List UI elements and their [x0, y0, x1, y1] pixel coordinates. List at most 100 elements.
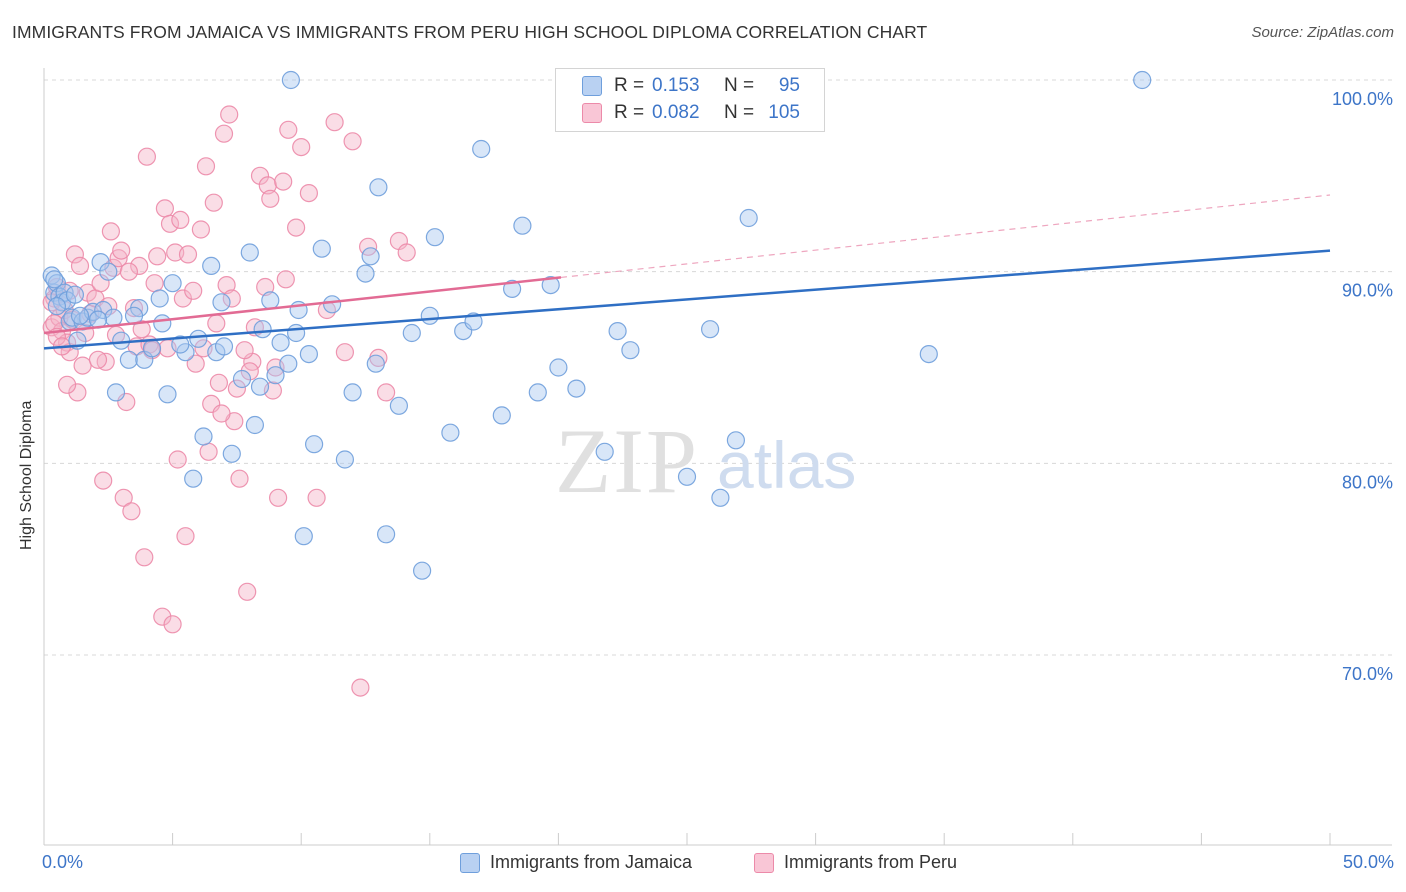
jamaica-point [361, 247, 380, 266]
peru-point [292, 138, 311, 157]
jamaica-point [528, 383, 547, 402]
jamaica-point [677, 467, 697, 486]
jamaica-point [232, 369, 252, 389]
legend-swatch-peru [754, 852, 774, 873]
gridlines [44, 79, 1392, 656]
watermark-atlas: atlas [717, 428, 856, 502]
jamaica-point [91, 253, 110, 272]
legend-item-jamaica[interactable]: Immigrants from Jamaica [460, 852, 692, 873]
peru-point [307, 488, 326, 507]
peru-point [70, 256, 90, 275]
correlation-row-jamaica: R = 0.153 N = 95 [556, 73, 800, 99]
jamaica-point [323, 295, 342, 314]
jamaica-point [377, 525, 396, 544]
peru-point [325, 113, 344, 132]
jamaica-point [94, 300, 113, 320]
peru-point [114, 488, 133, 507]
jamaica-point [441, 423, 460, 442]
jamaica-point [402, 323, 421, 343]
peru-point [343, 132, 362, 151]
peru-point [279, 120, 298, 139]
peru-point [397, 243, 416, 262]
peru-point [209, 373, 228, 392]
r-label: R = [614, 102, 645, 123]
jamaica-point [150, 289, 169, 308]
peru-point [230, 469, 249, 488]
watermark: ZIP atlas [555, 410, 856, 512]
jamaica-point [472, 139, 491, 159]
jamaica-point [549, 358, 568, 377]
jamaica-point [119, 350, 138, 369]
jamaica-point [621, 341, 640, 360]
peru-point [122, 502, 141, 521]
peru-point [94, 471, 113, 490]
n-value: 105 [768, 102, 800, 123]
peru-point [235, 341, 254, 360]
y-tick-label: 80.0% [1342, 472, 1393, 492]
jamaica-point [271, 333, 290, 352]
r-value: 0.082 [652, 102, 700, 123]
legend-item-peru[interactable]: Immigrants from Peru [754, 852, 957, 873]
series-peru-points [42, 105, 416, 697]
jamaica-point [45, 270, 64, 289]
watermark-zip: ZIP [555, 410, 699, 512]
jamaica-point [245, 415, 264, 435]
peru-point [214, 124, 234, 143]
jamaica-point [158, 385, 177, 404]
jamaica-point [171, 335, 190, 354]
peru-point [256, 277, 275, 297]
peru-point [135, 548, 154, 567]
jamaica-point [541, 276, 560, 295]
trend-lines [43, 194, 1331, 350]
peru-point [124, 299, 144, 318]
x-tick-max: 50.0% [1342, 852, 1394, 872]
n-label: N = [724, 75, 755, 96]
legend-label-jamaica: Immigrants from Jamaica [490, 852, 693, 872]
jamaica-point [513, 216, 532, 235]
peru-point [160, 214, 180, 233]
y-tick-label: 70.0% [1342, 664, 1393, 684]
jamaica-point [99, 262, 118, 281]
jamaica-point [163, 274, 182, 293]
peru-point [68, 383, 87, 402]
peru-point [377, 383, 396, 402]
peru-point [155, 199, 174, 218]
jamaica-point [312, 239, 331, 258]
jamaica-point [919, 345, 938, 364]
jamaica-point [142, 339, 162, 358]
peru-point [88, 350, 108, 369]
r-value: 0.153 [652, 75, 700, 96]
peru-point [238, 582, 257, 601]
y-tick-labels: 70.0% 80.0% 90.0% 100.0% [1332, 89, 1393, 684]
jamaica-point [240, 243, 259, 262]
peru-point [112, 241, 131, 260]
peru-point [351, 678, 370, 697]
peru-point [250, 166, 270, 185]
jamaica-point [222, 444, 241, 463]
jamaica-point [389, 396, 408, 415]
jamaica-point [343, 383, 362, 402]
peru-point [173, 289, 192, 308]
trend-line-peru-extension [560, 194, 1331, 279]
jamaica-point [70, 306, 90, 325]
peru-point [101, 222, 121, 241]
jamaica-point [250, 377, 270, 396]
jamaica-point [299, 345, 318, 364]
legend: Immigrants from Jamaica Immigrants from … [0, 852, 1406, 878]
y-axis-label: High School Diploma [18, 400, 35, 550]
peru-point [186, 354, 205, 373]
y-tick-label: 90.0% [1342, 281, 1393, 301]
peru-point [287, 218, 306, 237]
peru-point [137, 147, 156, 166]
peru-point [274, 172, 293, 191]
jamaica-point [492, 406, 511, 425]
jamaica-point [184, 469, 203, 488]
jamaica-point [194, 427, 213, 446]
jamaica-point [153, 314, 172, 333]
peru-point [261, 189, 280, 208]
peru-point [258, 176, 277, 195]
jamaica-point [726, 431, 746, 450]
peru-point [222, 289, 241, 308]
peru-point [199, 442, 218, 461]
peru-point [176, 527, 195, 546]
